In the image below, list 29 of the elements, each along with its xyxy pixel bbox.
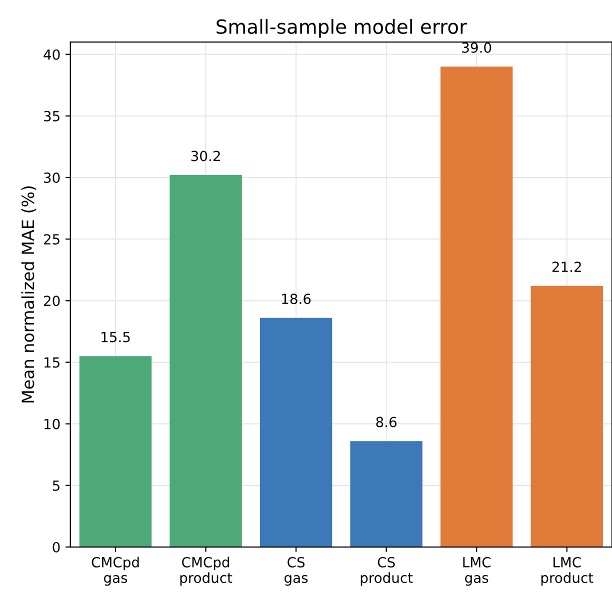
bar — [79, 356, 152, 548]
y-tick-label: 0 — [52, 542, 60, 552]
x-tick-label: CS product — [360, 556, 413, 586]
bar — [440, 66, 513, 548]
x-tick-label: LMC gas — [463, 556, 491, 586]
bar — [350, 441, 422, 548]
bar — [530, 286, 603, 548]
y-tick-label: 40 — [44, 49, 60, 60]
data-label: 30.2 — [191, 150, 220, 162]
data-label: 15.5 — [102, 332, 130, 342]
x-tick-label: LMC product — [541, 556, 594, 586]
chart-title: Small-sample model error — [216, 18, 468, 38]
y-tick-label: 10 — [44, 418, 60, 430]
y-axis-title: Mean normalized MAE (%) — [21, 186, 36, 402]
x-tick-label: CMCpd product — [180, 556, 232, 586]
data-label: 18.6 — [282, 294, 311, 304]
y-tick-label: 5 — [52, 480, 60, 491]
y-tick-label: 25 — [44, 234, 60, 245]
x-tick-label: CS gas — [284, 556, 308, 586]
y-tick-label: 35 — [44, 110, 60, 122]
y-tick-label: 30 — [44, 172, 60, 183]
x-tick-label: CMCpd gas — [92, 556, 139, 586]
y-tick-label: 15 — [44, 357, 60, 368]
data-label: 39.0 — [462, 42, 492, 53]
bar — [170, 175, 242, 548]
data-label: 8.6 — [376, 416, 396, 428]
data-label: 21.2 — [552, 262, 581, 272]
y-tick-label: 20 — [44, 296, 60, 306]
bar — [260, 318, 332, 548]
